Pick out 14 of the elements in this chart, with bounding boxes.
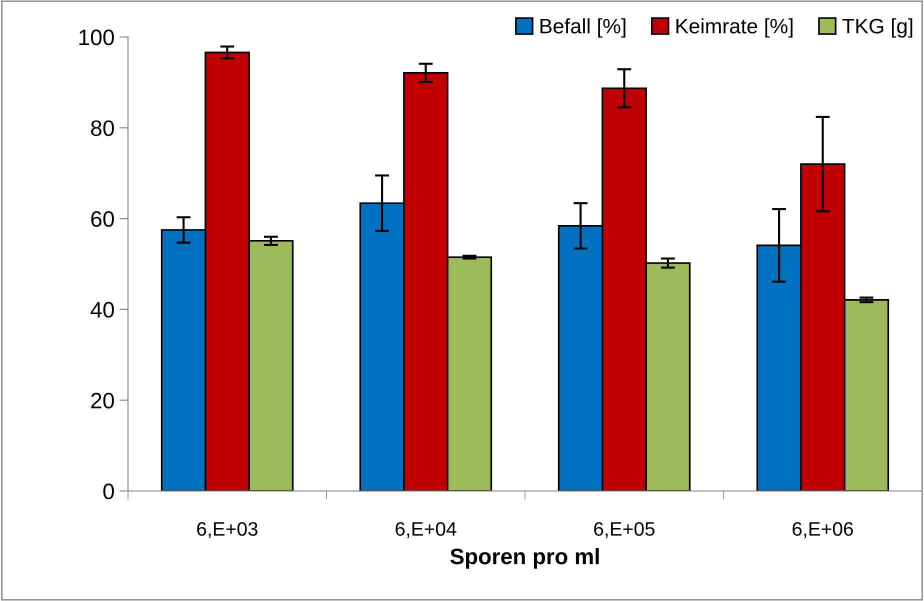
legend-label: TKG [g] (842, 18, 912, 38)
x-axis-title: Sporen pro ml (450, 548, 599, 569)
x-tick-label: 6,E+05 (594, 522, 655, 538)
x-tick-label: 6,E+03 (197, 522, 258, 538)
y-tick-label: 20 (91, 392, 114, 408)
y-tick-label: 40 (90, 302, 114, 318)
y-tick-label: 80 (91, 120, 114, 136)
x-tick-label: 6,E+04 (396, 522, 456, 538)
y-tick-label: 60 (91, 211, 114, 227)
y-tick-label: 100 (79, 30, 114, 46)
legend-label: Befall [%] (540, 18, 626, 38)
y-tick-label: 0 (103, 484, 114, 500)
x-tick-label: 6,E+06 (792, 522, 853, 538)
legend-label: Keimrate [%] (676, 18, 792, 38)
